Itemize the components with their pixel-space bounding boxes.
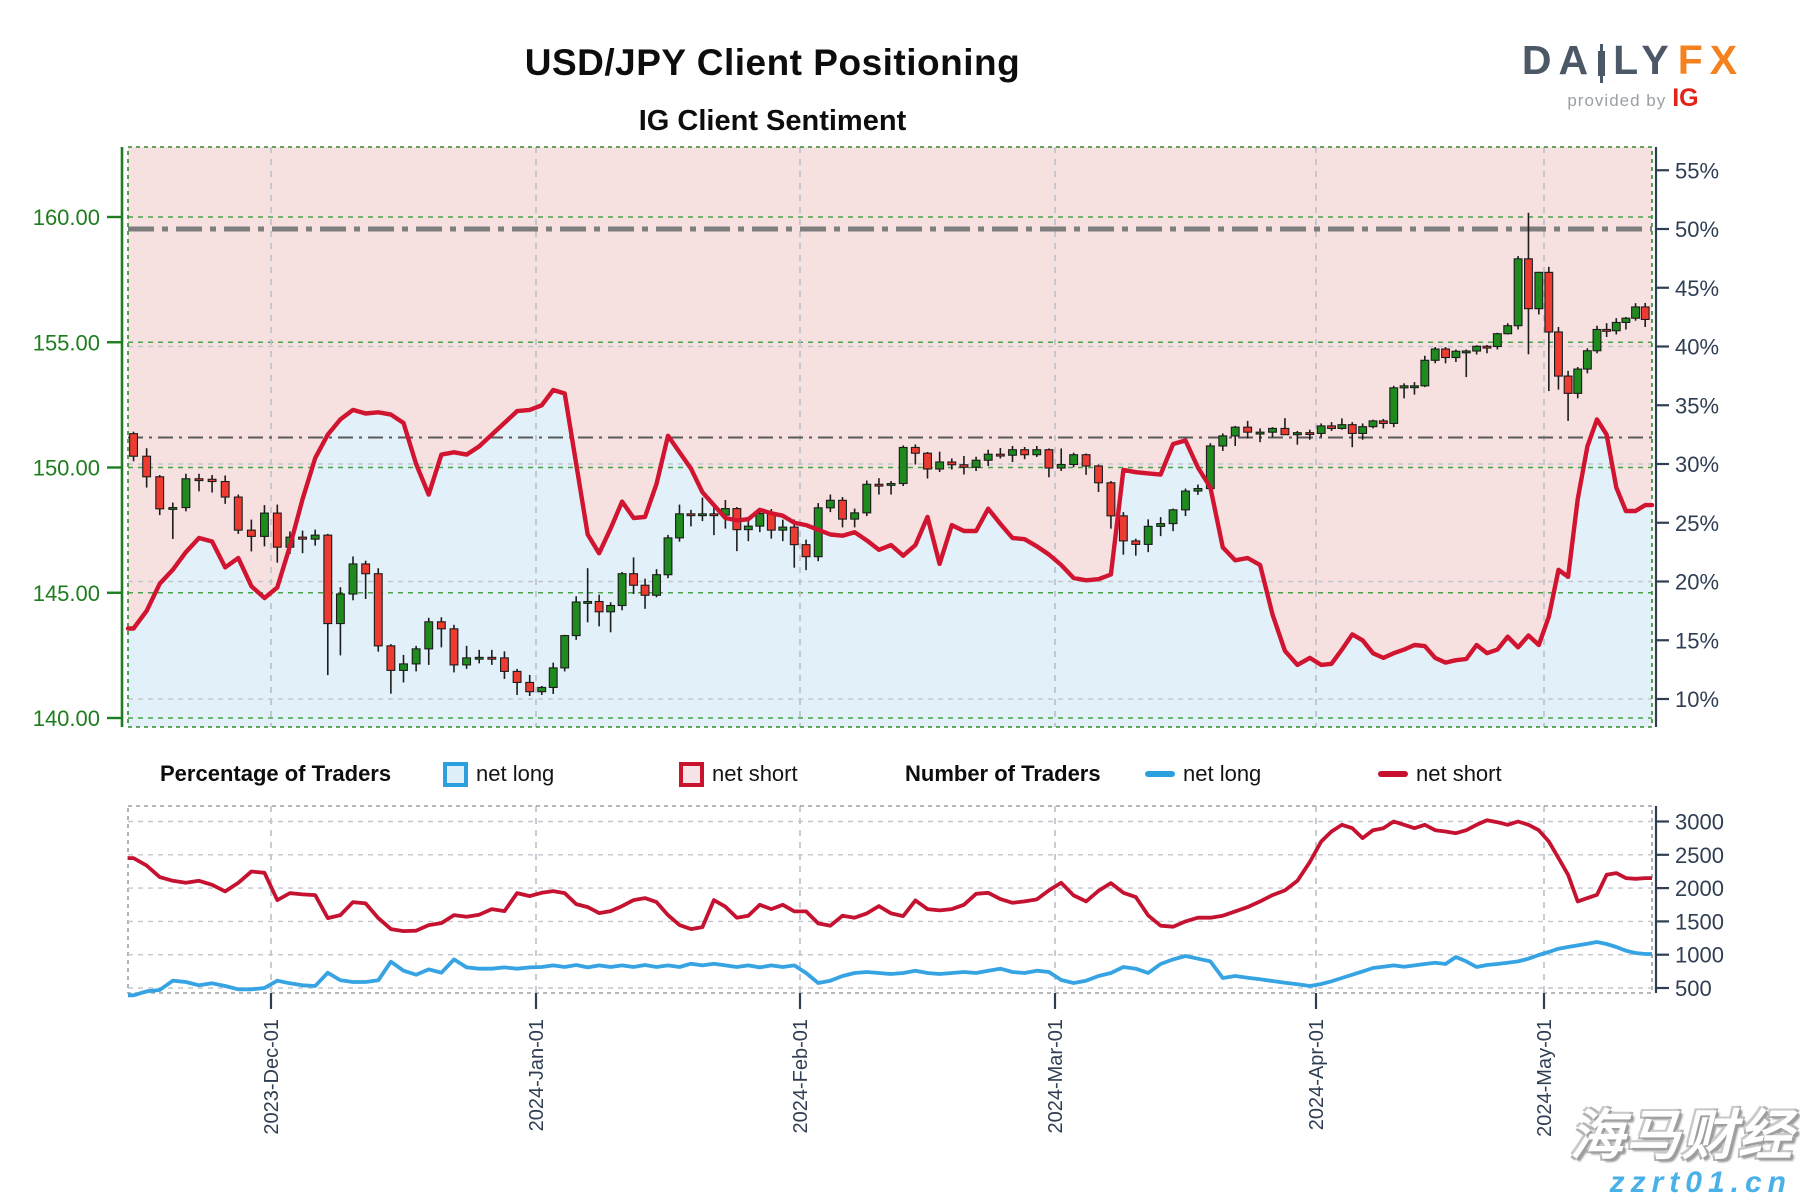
svg-text:45%: 45% bbox=[1675, 276, 1719, 301]
net-short-area-swatch-icon bbox=[679, 762, 704, 787]
svg-text:15%: 15% bbox=[1675, 628, 1719, 653]
svg-text:10%: 10% bbox=[1675, 687, 1719, 712]
net-short-line-swatch-icon bbox=[1378, 771, 1408, 777]
net-long-pct-line bbox=[125, 387, 1655, 668]
traders-net-short-line bbox=[128, 818, 1652, 933]
svg-text:2000: 2000 bbox=[1675, 876, 1724, 901]
svg-text:145.00: 145.00 bbox=[33, 581, 100, 606]
legend-number-title: Number of Traders bbox=[905, 761, 1101, 786]
svg-text:3000: 3000 bbox=[1675, 810, 1724, 835]
svg-text:155.00: 155.00 bbox=[33, 330, 100, 355]
svg-text:500: 500 bbox=[1675, 976, 1712, 1001]
candles bbox=[129, 212, 1650, 696]
svg-text:160.00: 160.00 bbox=[33, 205, 100, 230]
svg-text:2024-Jan-01: 2024-Jan-01 bbox=[526, 1019, 548, 1131]
net-long-line-swatch-icon bbox=[1145, 771, 1175, 777]
brand-accent-text: FX bbox=[1677, 37, 1745, 83]
svg-text:2024-Mar-01: 2024-Mar-01 bbox=[1045, 1019, 1067, 1134]
watermark-url: zzrt01.cn bbox=[1609, 1166, 1792, 1199]
dailyfx-brand: DA LYFX bbox=[1513, 37, 1753, 83]
svg-text:2500: 2500 bbox=[1675, 843, 1724, 868]
svg-text:2024-May-01: 2024-May-01 bbox=[1534, 1019, 1556, 1137]
svg-text:20%: 20% bbox=[1675, 570, 1719, 595]
legend-net-short-count-label: net short bbox=[1416, 761, 1502, 786]
svg-text:25%: 25% bbox=[1675, 511, 1719, 536]
svg-text:35%: 35% bbox=[1675, 393, 1719, 418]
svg-text:1000: 1000 bbox=[1675, 943, 1724, 968]
watermark-cjk: 海马财经 bbox=[1570, 1106, 1794, 1166]
svg-text:140.00: 140.00 bbox=[33, 706, 100, 731]
logo-tagline: provided by IG bbox=[1513, 84, 1753, 113]
page-title: USD/JPY Client Positioning bbox=[524, 42, 1021, 83]
chart-subtitle: IG Client Sentiment bbox=[638, 105, 907, 137]
traders-net-long-line bbox=[128, 940, 1652, 998]
legend-percentage-title: Percentage of Traders bbox=[160, 761, 392, 786]
ig-logo-text: IG bbox=[1672, 84, 1699, 112]
legend: Percentage of Traders net long net short… bbox=[0, 758, 1800, 794]
legend-net-short-label: net short bbox=[712, 761, 798, 786]
brand-text: LY bbox=[1613, 37, 1676, 83]
svg-text:40%: 40% bbox=[1675, 335, 1719, 360]
svg-text:150.00: 150.00 bbox=[33, 456, 100, 481]
legend-net-long-label: net long bbox=[476, 761, 555, 786]
svg-text:2024-Apr-01: 2024-Apr-01 bbox=[1306, 1019, 1328, 1130]
svg-text:2023-Dec-01: 2023-Dec-01 bbox=[261, 1019, 283, 1135]
svg-text:55%: 55% bbox=[1675, 158, 1719, 183]
dailyfx-logo: DA LYFX provided by IG bbox=[1513, 40, 1753, 113]
candlestick-icon bbox=[1598, 44, 1606, 83]
legend-net-long-count-label: net long bbox=[1183, 761, 1262, 786]
svg-text:30%: 30% bbox=[1675, 452, 1719, 477]
tagline-text: provided by bbox=[1567, 91, 1667, 110]
svg-text:50%: 50% bbox=[1675, 217, 1719, 242]
brand-text: DA bbox=[1521, 37, 1596, 83]
svg-text:1500: 1500 bbox=[1675, 909, 1724, 934]
net-long-area-swatch-icon bbox=[443, 762, 468, 787]
svg-text:2024-Feb-01: 2024-Feb-01 bbox=[790, 1019, 812, 1134]
